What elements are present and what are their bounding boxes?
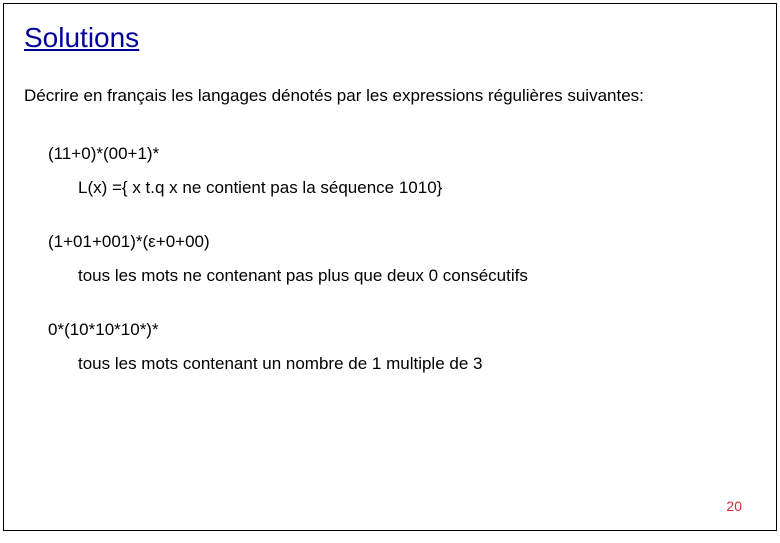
item-block: (11+0)*(00+1)* L(x) ={ x t.q x ne contie… xyxy=(24,144,756,198)
regex-answer: tous les mots contenant un nombre de 1 m… xyxy=(78,354,756,374)
regex-expression: (11+0)*(00+1)* xyxy=(48,144,756,164)
slide-title: Solutions xyxy=(24,22,756,54)
regex-expression: (1+01+001)*(ε+0+00) xyxy=(48,232,756,252)
item-block: 0*(10*10*10*)* tous les mots contenant u… xyxy=(24,320,756,374)
regex-answer: tous les mots ne contenant pas plus que … xyxy=(78,266,756,286)
item-block: (1+01+001)*(ε+0+00) tous les mots ne con… xyxy=(24,232,756,286)
regex-expression: 0*(10*10*10*)* xyxy=(48,320,756,340)
slide-container: Solutions Décrire en français les langag… xyxy=(3,3,777,531)
slide-intro: Décrire en français les langages dénotés… xyxy=(24,86,756,106)
regex-answer: L(x) ={ x t.q x ne contient pas la séque… xyxy=(78,178,756,198)
page-number: 20 xyxy=(726,498,742,514)
